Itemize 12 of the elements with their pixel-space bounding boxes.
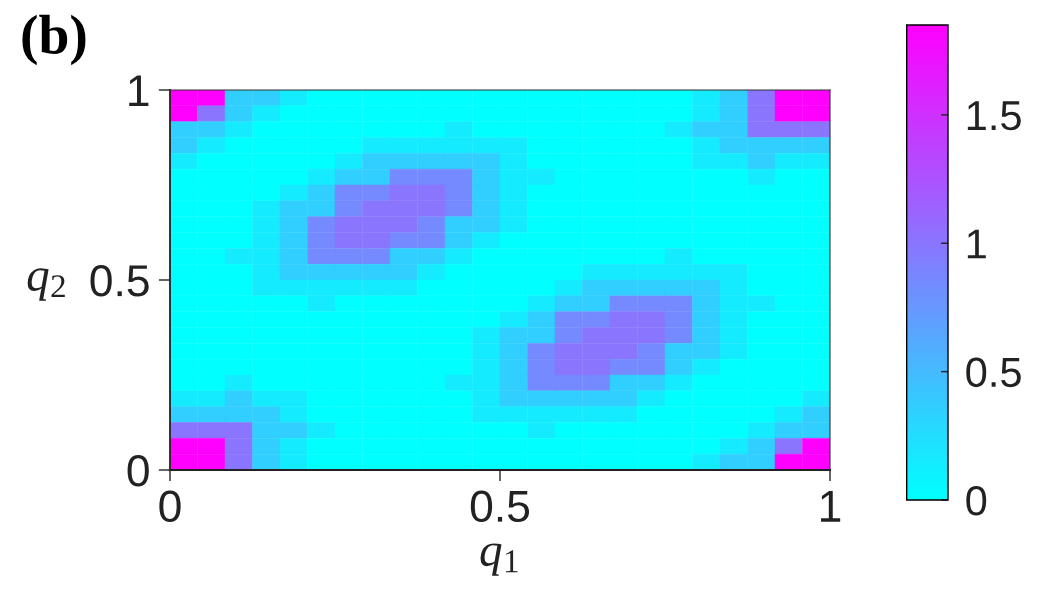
x-axis-title: q$_{1}$ — [480, 543, 518, 576]
y-tick-label: 0 — [127, 455, 149, 487]
y-axis-title: q$_{2}$ — [27, 268, 65, 301]
x-tick-label: 0 — [159, 490, 181, 523]
x-tick-label: 0.5 — [470, 490, 530, 523]
y-tick-label: 1 — [129, 75, 149, 107]
color-bar-label: 1.5 — [967, 101, 1021, 131]
y-tick-label: 0.5 — [90, 265, 149, 297]
chart-title: (b) — [22, 14, 86, 66]
color-bar-label: 0.5 — [966, 357, 1021, 388]
x-tick-label: 1 — [821, 491, 841, 522]
color-bar-label: 1 — [967, 229, 986, 259]
